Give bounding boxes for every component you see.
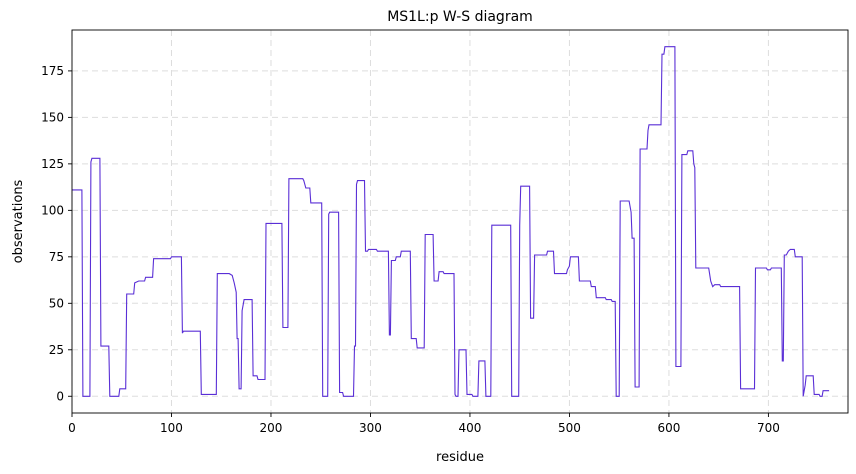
plot-frame — [71, 29, 849, 414]
x-tick-label: 200 — [260, 421, 283, 435]
x-tick-label: 600 — [657, 421, 680, 435]
x-tick-label: 700 — [757, 421, 780, 435]
x-tick-label: 400 — [458, 421, 481, 435]
y-tick-label: 175 — [41, 64, 64, 78]
grid — [71, 30, 848, 413]
x-tick-label: 0 — [68, 421, 76, 435]
chart-title: MS1L:p W-S diagram — [387, 9, 533, 25]
x-axis-label: residue — [436, 450, 484, 465]
y-tick-label: 150 — [41, 110, 64, 124]
series-line — [72, 46, 830, 397]
x-tick-label: 500 — [558, 421, 581, 435]
y-tick-label: 25 — [49, 343, 64, 357]
y-tick-label: 100 — [41, 203, 64, 217]
x-tick-label: 300 — [359, 421, 382, 435]
y-tick-label: 0 — [56, 389, 64, 403]
x-axis: 0 100 200 300 400 500 600 700 — [68, 413, 780, 435]
y-tick-label: 50 — [49, 296, 64, 310]
x-tick-label: 100 — [160, 421, 183, 435]
y-tick-label: 75 — [49, 250, 64, 264]
y-tick-label: 125 — [41, 157, 64, 171]
y-axis: 0 25 50 75 100 125 150 175 — [41, 64, 72, 403]
y-axis-label: observations — [11, 179, 26, 263]
